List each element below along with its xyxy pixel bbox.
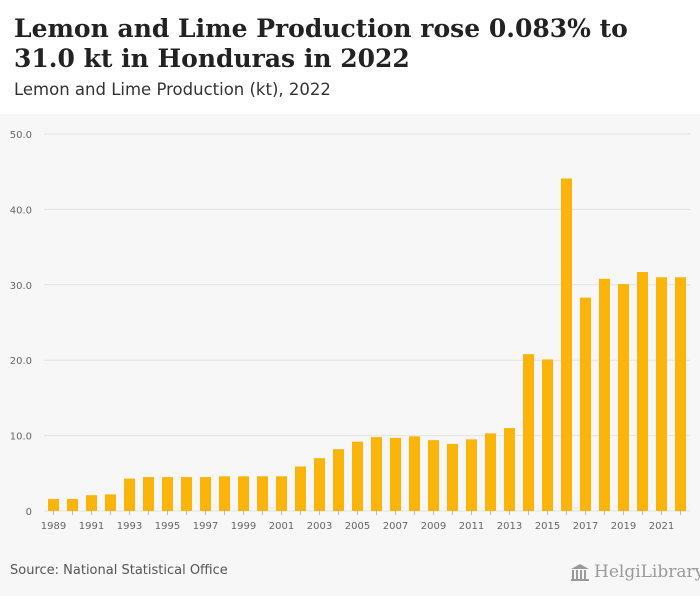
source-note: Source: National Statistical Office bbox=[10, 563, 228, 578]
x-tick-label: 1995 bbox=[155, 521, 180, 532]
x-tick-label: 2015 bbox=[535, 521, 560, 532]
bar[interactable]: 2022: 31 bbox=[674, 277, 687, 511]
y-tick-label: 20.0 bbox=[10, 356, 32, 367]
x-tick-label: 2017 bbox=[573, 521, 598, 532]
y-tick-label: 30.0 bbox=[10, 281, 32, 292]
y-tick-label: 50.0 bbox=[10, 130, 32, 141]
bar[interactable]: 1997: 4.5 bbox=[199, 477, 212, 511]
page-title: Lemon and Lime Production rose 0.083% to… bbox=[14, 14, 628, 73]
bar[interactable]: 1998: 4.6 bbox=[218, 476, 231, 511]
bar[interactable]: 1995: 4.5 bbox=[161, 477, 174, 511]
y-tick-label: 10.0 bbox=[10, 432, 32, 443]
bar[interactable]: 2003: 7 bbox=[313, 458, 326, 511]
bar[interactable]: 2021: 31 bbox=[655, 277, 668, 511]
x-tick-label: 2013 bbox=[497, 521, 522, 532]
chart-subtitle: Lemon and Lime Production (kt), 2022 bbox=[14, 80, 331, 99]
bar[interactable]: 1989: 1.6 bbox=[47, 498, 60, 511]
bar[interactable]: 2014: 20.8 bbox=[522, 354, 535, 511]
y-tick-label: 0 bbox=[26, 507, 32, 518]
bar[interactable]: 2008: 9.9 bbox=[408, 436, 421, 511]
x-tick-label: 2021 bbox=[649, 521, 674, 532]
library-building-icon bbox=[571, 564, 589, 581]
y-tick-label: 40.0 bbox=[10, 205, 32, 216]
bar[interactable]: 2015: 20.1 bbox=[541, 359, 554, 511]
bar[interactable]: 2018: 30.8 bbox=[598, 278, 611, 511]
bar[interactable]: 2016: 44.1 bbox=[560, 178, 573, 511]
bar[interactable]: 2007: 9.7 bbox=[389, 437, 402, 511]
brand-logo[interactable]: HelgiLibrary bbox=[570, 561, 700, 585]
x-tick-label: 2011 bbox=[459, 521, 484, 532]
brand-name: HelgiLibrary bbox=[594, 562, 700, 582]
x-tick-label: 2005 bbox=[345, 521, 370, 532]
bar[interactable]: 2005: 9.2 bbox=[351, 441, 364, 511]
bar[interactable]: 1993: 4.3 bbox=[123, 478, 136, 511]
x-tick-label: 2007 bbox=[383, 521, 408, 532]
bar[interactable]: 2004: 8.2 bbox=[332, 449, 345, 511]
bar[interactable]: 1994: 4.5 bbox=[142, 477, 155, 511]
x-tick-label: 1999 bbox=[231, 521, 256, 532]
chart-header: Lemon and Lime Production rose 0.083% to… bbox=[0, 0, 700, 114]
x-tick-label: 1989 bbox=[41, 521, 66, 532]
bar[interactable]: 1990: 1.6 bbox=[66, 498, 79, 511]
bar[interactable]: 2009: 9.4 bbox=[427, 440, 440, 511]
bar[interactable]: 1992: 2.2 bbox=[104, 494, 117, 511]
x-tick-label: 2009 bbox=[421, 521, 446, 532]
bar[interactable]: 2017: 28.3 bbox=[579, 297, 592, 511]
x-tick-label: 1991 bbox=[79, 521, 104, 532]
x-tick-label: 1997 bbox=[193, 521, 218, 532]
x-tick-label: 2019 bbox=[611, 521, 636, 532]
bar[interactable]: 1996: 4.5 bbox=[180, 477, 193, 511]
bar[interactable]: 2002: 5.9 bbox=[294, 466, 307, 511]
bar[interactable]: 2001: 4.6 bbox=[275, 476, 288, 511]
bar[interactable]: 1999: 4.6 bbox=[237, 476, 250, 511]
bar[interactable]: 2012: 10.3 bbox=[484, 433, 497, 511]
bar[interactable]: 2013: 11 bbox=[503, 428, 516, 511]
x-tick-label: 2003 bbox=[307, 521, 332, 532]
x-tick-label: 2001 bbox=[269, 521, 294, 532]
bar[interactable]: 2011: 9.5 bbox=[465, 439, 478, 511]
bar[interactable]: 2020: 31.7 bbox=[636, 271, 649, 511]
bar[interactable]: 2000: 4.6 bbox=[256, 476, 269, 511]
bar[interactable]: 2006: 9.8 bbox=[370, 437, 383, 511]
bar[interactable]: 1991: 2.1 bbox=[85, 495, 98, 511]
bar[interactable]: 2019: 30.1 bbox=[617, 284, 630, 511]
x-tick-label: 1993 bbox=[117, 521, 142, 532]
